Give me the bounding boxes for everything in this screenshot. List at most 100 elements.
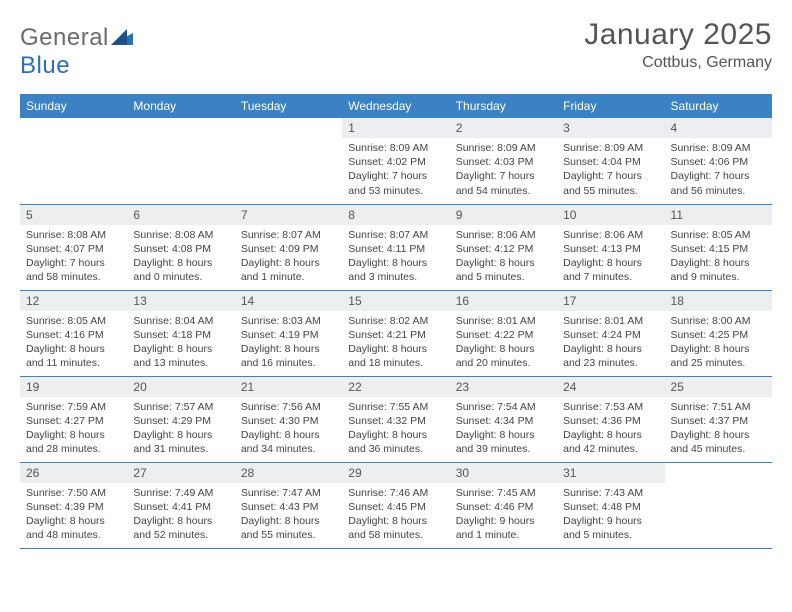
sunrise-text: Sunrise: 7:55 AM: [348, 400, 443, 414]
sunset-text: Sunset: 4:15 PM: [671, 242, 766, 256]
sunset-text: Sunset: 4:04 PM: [563, 155, 658, 169]
day-details: Sunrise: 8:09 AMSunset: 4:06 PMDaylight:…: [665, 138, 772, 202]
day-number: 29: [342, 463, 449, 483]
day-number: 13: [127, 291, 234, 311]
day-number: 10: [557, 205, 664, 225]
calendar-cell: 4Sunrise: 8:09 AMSunset: 4:06 PMDaylight…: [665, 118, 772, 204]
sunset-text: Sunset: 4:27 PM: [26, 414, 121, 428]
calendar-table: Sunday Monday Tuesday Wednesday Thursday…: [20, 94, 772, 549]
calendar-cell: [235, 118, 342, 204]
sunrise-text: Sunrise: 7:56 AM: [241, 400, 336, 414]
day-number: 1: [342, 118, 449, 138]
page-title: January 2025: [584, 18, 772, 52]
weekday-header: Tuesday: [235, 94, 342, 118]
sunrise-text: Sunrise: 7:50 AM: [26, 486, 121, 500]
daylight-text: Daylight: 8 hours and 58 minutes.: [348, 514, 443, 542]
day-details: Sunrise: 8:01 AMSunset: 4:22 PMDaylight:…: [450, 311, 557, 375]
sunset-text: Sunset: 4:06 PM: [671, 155, 766, 169]
brand-text-2: Blue: [20, 52, 70, 79]
sunset-text: Sunset: 4:32 PM: [348, 414, 443, 428]
daylight-text: Daylight: 7 hours and 58 minutes.: [26, 256, 121, 284]
weekday-header: Sunday: [20, 94, 127, 118]
calendar-header-row: Sunday Monday Tuesday Wednesday Thursday…: [20, 94, 772, 118]
day-number: 19: [20, 377, 127, 397]
daylight-text: Daylight: 8 hours and 3 minutes.: [348, 256, 443, 284]
sunrise-text: Sunrise: 8:01 AM: [456, 314, 551, 328]
day-details: Sunrise: 7:59 AMSunset: 4:27 PMDaylight:…: [20, 397, 127, 461]
daylight-text: Daylight: 8 hours and 52 minutes.: [133, 514, 228, 542]
calendar-cell: 3Sunrise: 8:09 AMSunset: 4:04 PMDaylight…: [557, 118, 664, 204]
sunrise-text: Sunrise: 7:54 AM: [456, 400, 551, 414]
sunset-text: Sunset: 4:21 PM: [348, 328, 443, 342]
day-details: Sunrise: 7:49 AMSunset: 4:41 PMDaylight:…: [127, 483, 234, 547]
sunrise-text: Sunrise: 7:49 AM: [133, 486, 228, 500]
calendar-cell: 13Sunrise: 8:04 AMSunset: 4:18 PMDayligh…: [127, 290, 234, 376]
day-details: Sunrise: 8:08 AMSunset: 4:08 PMDaylight:…: [127, 225, 234, 289]
day-details: Sunrise: 8:08 AMSunset: 4:07 PMDaylight:…: [20, 225, 127, 289]
location-label: Cottbus, Germany: [584, 54, 772, 72]
sunrise-text: Sunrise: 7:59 AM: [26, 400, 121, 414]
brand-text-1: General: [20, 24, 109, 51]
sunrise-text: Sunrise: 7:47 AM: [241, 486, 336, 500]
day-details: Sunrise: 7:53 AMSunset: 4:36 PMDaylight:…: [557, 397, 664, 461]
calendar-row: 1Sunrise: 8:09 AMSunset: 4:02 PMDaylight…: [20, 118, 772, 204]
calendar-cell: 12Sunrise: 8:05 AMSunset: 4:16 PMDayligh…: [20, 290, 127, 376]
sunset-text: Sunset: 4:43 PM: [241, 500, 336, 514]
sunset-text: Sunset: 4:16 PM: [26, 328, 121, 342]
sunset-text: Sunset: 4:37 PM: [671, 414, 766, 428]
day-details: Sunrise: 8:09 AMSunset: 4:04 PMDaylight:…: [557, 138, 664, 202]
sunset-text: Sunset: 4:09 PM: [241, 242, 336, 256]
sunrise-text: Sunrise: 8:07 AM: [241, 228, 336, 242]
day-details: Sunrise: 8:03 AMSunset: 4:19 PMDaylight:…: [235, 311, 342, 375]
daylight-text: Daylight: 7 hours and 55 minutes.: [563, 169, 658, 197]
day-number: 17: [557, 291, 664, 311]
calendar-cell: 11Sunrise: 8:05 AMSunset: 4:15 PMDayligh…: [665, 204, 772, 290]
day-number: 7: [235, 205, 342, 225]
calendar-row: 12Sunrise: 8:05 AMSunset: 4:16 PMDayligh…: [20, 290, 772, 376]
daylight-text: Daylight: 8 hours and 34 minutes.: [241, 428, 336, 456]
calendar-cell: 9Sunrise: 8:06 AMSunset: 4:12 PMDaylight…: [450, 204, 557, 290]
sunrise-text: Sunrise: 7:51 AM: [671, 400, 766, 414]
daylight-text: Daylight: 8 hours and 39 minutes.: [456, 428, 551, 456]
calendar-cell: 25Sunrise: 7:51 AMSunset: 4:37 PMDayligh…: [665, 376, 772, 462]
day-number: 3: [557, 118, 664, 138]
sunrise-text: Sunrise: 8:06 AM: [563, 228, 658, 242]
daylight-text: Daylight: 8 hours and 11 minutes.: [26, 342, 121, 370]
day-details: Sunrise: 8:09 AMSunset: 4:03 PMDaylight:…: [450, 138, 557, 202]
day-details: Sunrise: 8:02 AMSunset: 4:21 PMDaylight:…: [342, 311, 449, 375]
sunset-text: Sunset: 4:36 PM: [563, 414, 658, 428]
daylight-text: Daylight: 9 hours and 1 minute.: [456, 514, 551, 542]
sunset-text: Sunset: 4:11 PM: [348, 242, 443, 256]
day-number: 8: [342, 205, 449, 225]
weekday-header: Monday: [127, 94, 234, 118]
daylight-text: Daylight: 8 hours and 36 minutes.: [348, 428, 443, 456]
day-number: 20: [127, 377, 234, 397]
sunrise-text: Sunrise: 8:05 AM: [26, 314, 121, 328]
day-details: Sunrise: 8:05 AMSunset: 4:16 PMDaylight:…: [20, 311, 127, 375]
calendar-cell: 24Sunrise: 7:53 AMSunset: 4:36 PMDayligh…: [557, 376, 664, 462]
day-details: Sunrise: 7:43 AMSunset: 4:48 PMDaylight:…: [557, 483, 664, 547]
day-details: Sunrise: 7:50 AMSunset: 4:39 PMDaylight:…: [20, 483, 127, 547]
calendar-cell: 30Sunrise: 7:45 AMSunset: 4:46 PMDayligh…: [450, 462, 557, 548]
day-details: Sunrise: 7:56 AMSunset: 4:30 PMDaylight:…: [235, 397, 342, 461]
sunrise-text: Sunrise: 8:03 AM: [241, 314, 336, 328]
day-number: 4: [665, 118, 772, 138]
daylight-text: Daylight: 7 hours and 54 minutes.: [456, 169, 551, 197]
day-details: Sunrise: 7:57 AMSunset: 4:29 PMDaylight:…: [127, 397, 234, 461]
weekday-header: Thursday: [450, 94, 557, 118]
day-number: 24: [557, 377, 664, 397]
sunset-text: Sunset: 4:18 PM: [133, 328, 228, 342]
day-details: Sunrise: 8:07 AMSunset: 4:11 PMDaylight:…: [342, 225, 449, 289]
calendar-cell: 18Sunrise: 8:00 AMSunset: 4:25 PMDayligh…: [665, 290, 772, 376]
calendar-row: 5Sunrise: 8:08 AMSunset: 4:07 PMDaylight…: [20, 204, 772, 290]
day-number: 5: [20, 205, 127, 225]
calendar-cell: 5Sunrise: 8:08 AMSunset: 4:07 PMDaylight…: [20, 204, 127, 290]
day-details: Sunrise: 7:54 AMSunset: 4:34 PMDaylight:…: [450, 397, 557, 461]
sunrise-text: Sunrise: 8:08 AM: [133, 228, 228, 242]
sunset-text: Sunset: 4:29 PM: [133, 414, 228, 428]
calendar-cell: 22Sunrise: 7:55 AMSunset: 4:32 PMDayligh…: [342, 376, 449, 462]
day-number: 14: [235, 291, 342, 311]
sunrise-text: Sunrise: 7:43 AM: [563, 486, 658, 500]
sunset-text: Sunset: 4:13 PM: [563, 242, 658, 256]
daylight-text: Daylight: 7 hours and 56 minutes.: [671, 169, 766, 197]
